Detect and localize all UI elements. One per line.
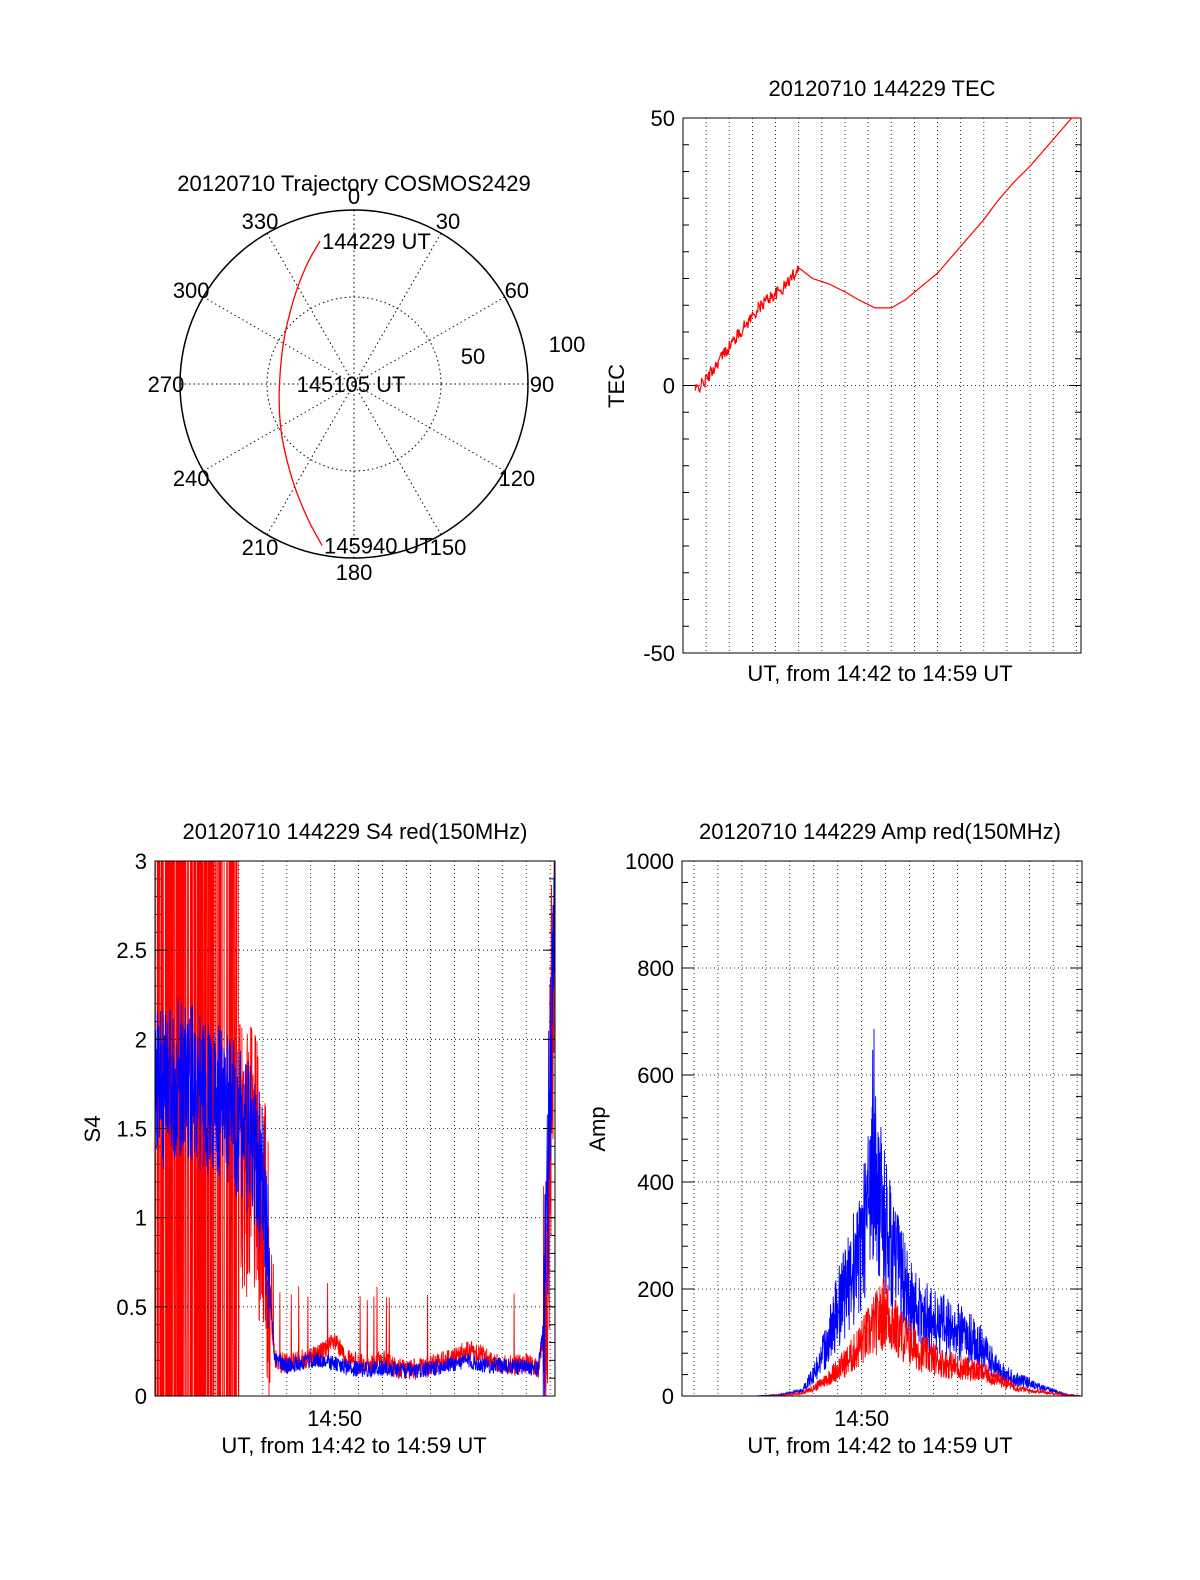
polar-azimuth-label: 90 [530, 372, 554, 397]
polar-annotation-2: 145940 UT [324, 533, 433, 558]
tec-series-line [694, 117, 1081, 394]
polar-annotation-0: 144229 UT [322, 229, 431, 254]
tec-ylabel: TEC [604, 364, 629, 408]
y-tick-label: 3 [135, 849, 147, 874]
polar-grid [179, 209, 529, 559]
s4-title: 20120710 144229 S4 red(150MHz) [183, 819, 528, 844]
amp-frame [681, 860, 1083, 1397]
y-tick-label: 0 [663, 374, 675, 399]
tec-frame [682, 117, 1082, 654]
amp-chart: 20120710 144229 Amp red(150MHz) 0 200 400 6… [585, 819, 1083, 1458]
y-tick-label: 600 [637, 1063, 674, 1088]
amp-x-ticks: 14:50 [834, 1406, 889, 1431]
tec-grid [682, 117, 1081, 654]
y-tick-label: 1 [135, 1206, 147, 1231]
polar-azimuth-label: 300 [173, 278, 210, 303]
tec-xlabel: UT, from 14:42 to 14:59 UT [747, 661, 1012, 686]
y-tick-label: 800 [637, 956, 674, 981]
amp-ylabel: Amp [585, 1106, 610, 1151]
tec-series [694, 117, 1081, 394]
amp-xlabel: UT, from 14:42 to 14:59 UT [747, 1433, 1012, 1458]
polar-azimuth-label: 120 [498, 466, 535, 491]
polar-azimuth-label: 60 [505, 278, 529, 303]
y-tick-label: 1000 [625, 849, 674, 874]
polar-azimuth-label: 210 [242, 535, 279, 560]
polar-trajectory-line [278, 240, 323, 546]
polar-azimuth-label: 330 [242, 209, 279, 234]
tec-title: 20120710 144229 TEC [768, 76, 995, 101]
s4-x-ticks: 14:50 [307, 1406, 362, 1431]
s4-xlabel: UT, from 14:42 to 14:59 UT [221, 1433, 486, 1458]
polar-annotations: 144229 UT 145105 UT 145940 UT [297, 229, 433, 558]
y-tick-label: 0.5 [116, 1295, 147, 1320]
polar-azimuth-label: 240 [173, 466, 210, 491]
y-tick-label: 1.5 [116, 1117, 147, 1142]
polar-annotation-1: 145105 UT [297, 372, 406, 397]
amp-series [682, 1028, 1082, 1397]
polar-azimuth-label: 150 [430, 535, 467, 560]
y-tick-label: 50 [651, 106, 675, 131]
amp-title: 20120710 144229 Amp red(150MHz) [699, 819, 1061, 844]
y-tick-label: 400 [637, 1170, 674, 1195]
polar-azimuth-label: 30 [436, 209, 460, 234]
s4-series-blue [154, 860, 556, 1397]
polar-azimuth-label: 0 [348, 184, 360, 209]
tec-y-ticks: -50 0 50 [643, 106, 1081, 666]
y-tick-label: 0 [662, 1384, 674, 1409]
s4-chart: 20120710 144229 S4 red(150MHz) 0 0.5 1 1.5 2… [80, 819, 556, 1458]
amp-y-ticks: 0 200 400 600 800 1000 [625, 849, 1082, 1409]
x-tick-label: 14:50 [307, 1406, 362, 1431]
polar-radial-label-50: 50 [461, 344, 485, 369]
s4-y-ticks: 0 0.5 1 1.5 2 2.5 3 [116, 849, 555, 1409]
polar-azimuth-label: 180 [336, 560, 373, 585]
y-tick-label: 2 [135, 1027, 147, 1052]
polar-radial-label-100: 100 [549, 332, 586, 357]
y-tick-label: 200 [637, 1277, 674, 1302]
y-tick-label: -50 [643, 641, 675, 666]
x-tick-label: 14:50 [834, 1406, 889, 1431]
polar-azimuth-labels: 0 30 60 90 120 150 180 210 240 270 300 330 [148, 184, 555, 585]
y-tick-label: 2.5 [116, 938, 147, 963]
y-tick-label: 0 [135, 1384, 147, 1409]
s4-ylabel: S4 [80, 1116, 105, 1143]
polar-trajectory-plot: 20120710 Trajectory COSMOS2429 0 30 60 90 12… [148, 171, 586, 585]
polar-title: 20120710 Trajectory COSMOS2429 [177, 171, 530, 196]
polar-azimuth-label: 270 [148, 372, 185, 397]
tec-chart: 20120710 144229 TEC -50 0 50 TEC UT, from … [604, 76, 1082, 686]
